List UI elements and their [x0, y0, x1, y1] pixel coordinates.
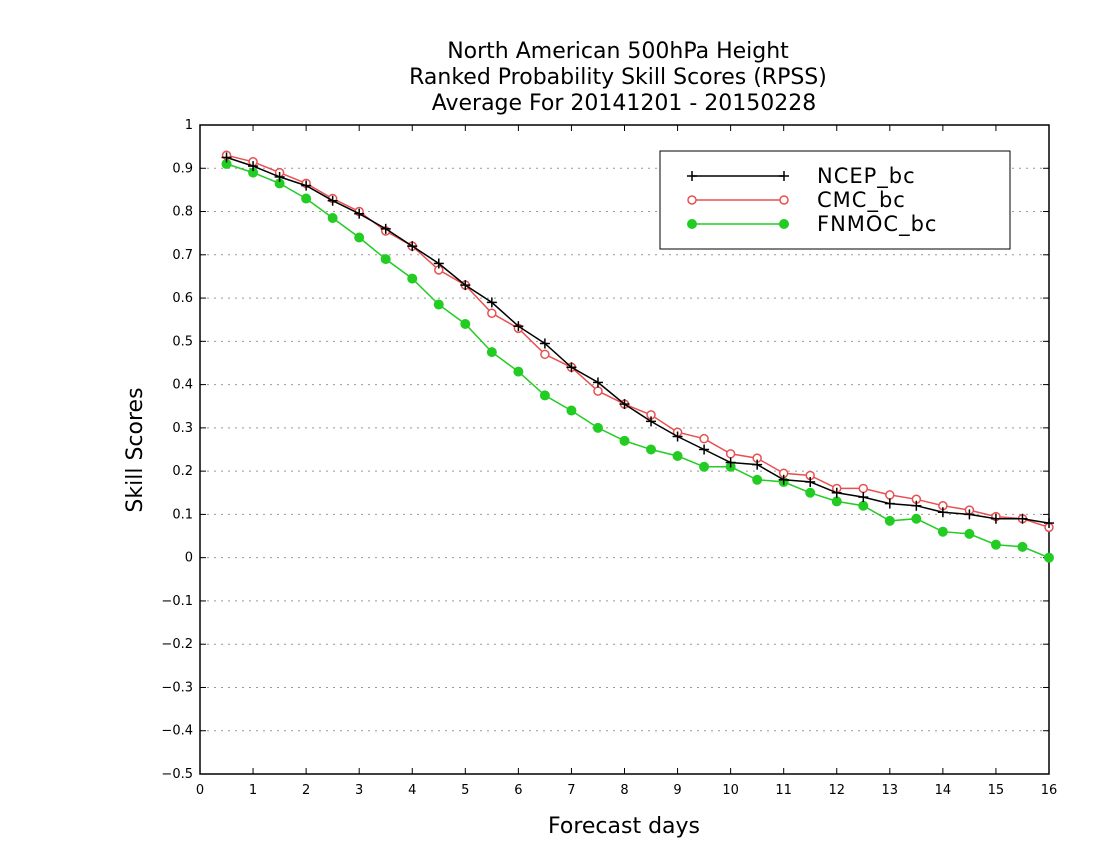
filled-circle-marker — [433, 299, 444, 310]
filled-circle-marker — [805, 487, 816, 498]
open-circle-marker — [687, 195, 697, 205]
x-tick-label: 13 — [882, 783, 899, 798]
y-tick-label: −0.2 — [161, 637, 193, 652]
x-tick-label: 0 — [196, 783, 204, 798]
chart-title: North American 500hPa Height Ranked Prob… — [409, 39, 827, 116]
filled-circle-marker — [646, 444, 657, 455]
y-tick-label: 0.2 — [172, 464, 193, 479]
x-tick-label: 11 — [775, 783, 792, 798]
filled-circle-marker — [858, 500, 869, 511]
filled-circle-marker — [566, 405, 577, 416]
y-tick-label: 0.8 — [172, 205, 193, 220]
y-axis-label: Skill Scores — [123, 387, 148, 512]
title-line-3: Average For 20141201 - 20150228 — [432, 91, 817, 116]
y-tick-label: 0.9 — [172, 161, 193, 176]
filled-circle-marker — [1017, 541, 1028, 552]
filled-circle-marker — [619, 435, 630, 446]
series-ncep-bc — [221, 152, 1054, 529]
legend-label: NCEP_bc — [817, 164, 916, 189]
title-line-2: Ranked Probability Skill Scores (RPSS) — [409, 65, 827, 90]
x-tick-label: 2 — [302, 783, 310, 798]
gridlines — [200, 167, 1049, 732]
y-axis-ticks: −0.5 −0.4 −0.3 −0.2 −0.1 0 0.1 0.2 0.3 0.4 0.5 0.6 0… — [161, 118, 1049, 782]
filled-circle-marker — [1044, 552, 1054, 563]
filled-circle-marker — [327, 213, 338, 224]
x-tick-label: 15 — [988, 783, 1005, 798]
y-tick-label: −0.5 — [161, 767, 193, 782]
filled-circle-marker — [301, 193, 312, 204]
filled-circle-marker — [884, 515, 895, 526]
y-tick-label: 0 — [185, 551, 193, 566]
filled-circle-marker — [407, 273, 418, 284]
x-tick-label: 3 — [355, 783, 363, 798]
x-tick-label: 16 — [1041, 783, 1058, 798]
filled-circle-marker — [539, 390, 550, 401]
filled-circle-marker — [380, 254, 391, 265]
plot-frame — [199, 124, 1050, 775]
filled-circle-marker — [687, 219, 697, 229]
x-tick-label: 4 — [408, 783, 416, 798]
x-tick-label: 6 — [514, 783, 522, 798]
filled-circle-marker — [937, 526, 948, 537]
open-circle-marker — [487, 308, 497, 318]
y-tick-label: −0.3 — [161, 680, 193, 695]
x-tick-label: 7 — [567, 783, 575, 798]
x-tick-label: 14 — [935, 783, 952, 798]
y-tick-label: 0.6 — [172, 291, 193, 306]
legend-entry: FNMOC_bc — [687, 212, 937, 237]
title-line-1: North American 500hPa Height — [447, 39, 789, 64]
filled-circle-marker — [964, 528, 975, 539]
legend-label: CMC_bc — [817, 188, 906, 213]
open-circle-marker — [779, 195, 789, 205]
filled-circle-marker — [592, 422, 603, 433]
y-tick-label: 0.7 — [172, 248, 193, 263]
filled-circle-marker — [911, 513, 922, 524]
legend-entry: CMC_bc — [687, 188, 906, 213]
filled-circle-marker — [354, 232, 365, 243]
x-tick-label: 5 — [461, 783, 469, 798]
filled-circle-marker — [672, 450, 683, 461]
legend-entry: NCEP_bc — [687, 164, 916, 189]
x-tick-label: 8 — [620, 783, 628, 798]
y-tick-label: −0.1 — [161, 594, 193, 609]
series-layer — [221, 150, 1054, 563]
y-tick-label: 0.3 — [172, 421, 193, 436]
filled-circle-marker — [990, 539, 1001, 550]
x-tick-label: 10 — [722, 783, 739, 798]
y-tick-label: −0.4 — [161, 724, 193, 739]
x-tick-label: 12 — [828, 783, 845, 798]
filled-circle-marker — [486, 347, 497, 358]
open-circle-marker — [885, 490, 895, 500]
filled-circle-marker — [831, 496, 842, 507]
x-axis-ticks: 0 1 2 3 4 5 6 7 8 9 10 11 12 13 14 15 16 — [196, 125, 1057, 798]
filled-circle-marker — [779, 219, 789, 229]
legend-label: FNMOC_bc — [817, 212, 937, 237]
filled-circle-marker — [699, 461, 710, 472]
x-tick-label: 9 — [673, 783, 681, 798]
open-circle-marker — [725, 449, 736, 459]
open-circle-marker — [699, 433, 709, 444]
open-circle-marker — [858, 483, 869, 494]
x-axis-label: Forecast days — [548, 814, 700, 839]
open-circle-marker — [593, 386, 603, 396]
filled-circle-marker — [460, 319, 471, 330]
filled-circle-marker — [752, 474, 763, 485]
y-tick-label: 0.4 — [172, 378, 193, 393]
x-tick-label: 1 — [249, 783, 257, 798]
y-tick-label: 0.5 — [172, 334, 193, 349]
y-tick-label: 0.1 — [172, 507, 193, 522]
filled-circle-marker — [513, 366, 524, 377]
open-circle-marker — [540, 349, 550, 360]
y-tick-label: 1 — [185, 118, 193, 133]
